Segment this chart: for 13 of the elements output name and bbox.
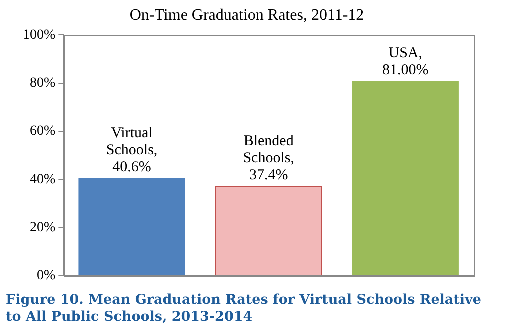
y-tick-label: 80% <box>30 76 56 92</box>
bar <box>78 178 186 276</box>
data-label: Blended Schools, 37.4% <box>243 133 294 184</box>
chart-title: On-Time Graduation Rates, 2011-12 <box>130 6 364 24</box>
y-tick-label: 60% <box>30 124 56 140</box>
data-label: USA, 81.00% <box>382 45 429 78</box>
data-label: Virtual Schools, 40.6% <box>106 126 158 176</box>
y-tick-label: 20% <box>30 220 56 236</box>
y-tick-label: 40% <box>30 172 56 188</box>
caption: Figure 10. Mean Graduation Rates for Virtual Schools Relative to All Public Schools, 2013-2014 <box>6 292 482 326</box>
bar <box>352 80 459 276</box>
y-tick-label: 100% <box>22 28 56 43</box>
y-tick-label: 0% <box>36 268 56 284</box>
